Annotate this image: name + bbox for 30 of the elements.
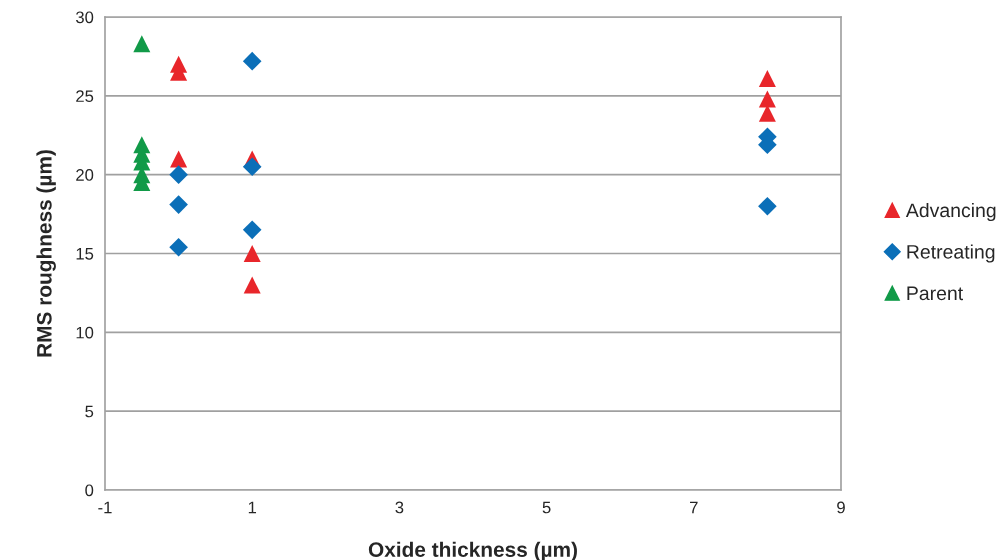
point <box>169 165 188 184</box>
y-tick-label: 20 <box>76 169 94 181</box>
point <box>243 276 261 294</box>
point <box>242 51 262 71</box>
x-tick-label: -1 <box>98 501 112 514</box>
legend-label: Parent <box>907 286 963 301</box>
y-tick-label: 15 <box>76 248 94 260</box>
x-tick-label: 1 <box>248 501 257 514</box>
point <box>758 69 776 87</box>
point <box>169 237 188 257</box>
y-tick-label: 0 <box>85 484 94 497</box>
point <box>758 196 777 216</box>
point <box>242 157 262 177</box>
point <box>169 195 188 214</box>
x-tick-label: 3 <box>395 501 404 514</box>
x-tick-label: 9 <box>837 501 845 514</box>
legend-label: Advancing <box>905 202 996 222</box>
point <box>242 220 262 240</box>
y-axis-title: RMS roughness (µm) <box>36 150 56 357</box>
y-tick-label: 25 <box>76 90 94 103</box>
x-tick-label: 5 <box>542 501 551 514</box>
point <box>133 35 151 53</box>
y-tick-label: 30 <box>75 11 94 24</box>
point <box>170 150 188 168</box>
y-tick-label: 5 <box>85 405 94 418</box>
y-tick-label: 10 <box>76 326 94 339</box>
point <box>758 90 776 108</box>
legend-label: Retreating <box>907 244 995 263</box>
x-tick-label: 7 <box>690 501 698 514</box>
point <box>243 244 261 263</box>
